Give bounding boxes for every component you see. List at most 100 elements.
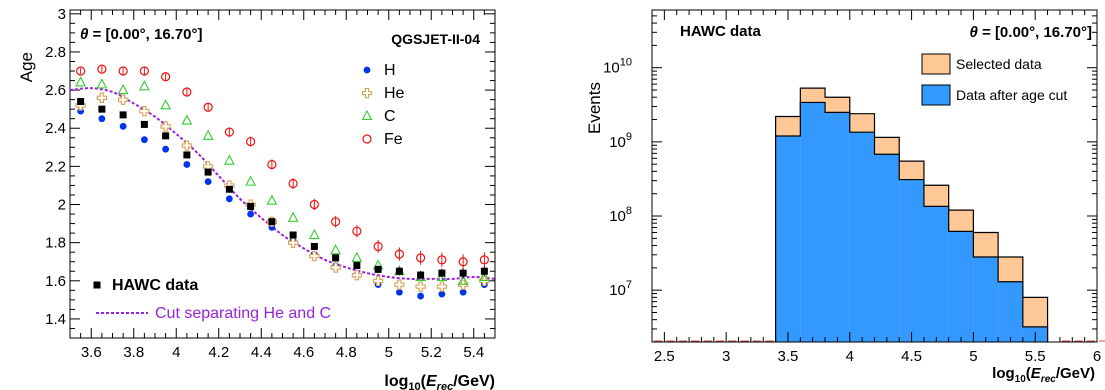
cut-curve — [69, 87, 496, 281]
data-point — [162, 145, 170, 153]
legend-label-c: C — [384, 108, 396, 125]
legend-swatch-1 — [921, 84, 951, 106]
data-point — [480, 267, 488, 275]
age-vs-energy-chart: 3.6 3.8 4 4.2 4.4 4.6 4.8 5 5.2 5.4 1.4 1.6 1.8 2 2.2 2… — [17, 6, 496, 390]
data-point — [96, 78, 108, 89]
legend-label-he: He — [384, 85, 405, 102]
events-histogram-chart: 2.5 3 3.5 4 4.5 5 5.5 6 107 108 109 1010 Events log… — [585, 9, 1105, 385]
x-tick-label: 4.4 — [251, 344, 272, 361]
data-point — [374, 265, 382, 273]
legend-label-fe: Fe — [384, 131, 403, 148]
data-point — [438, 269, 446, 277]
bar — [825, 112, 850, 343]
left-angle-annotation: θ = [0.00°, 16.70°] — [80, 26, 203, 43]
legend-label-hawc-data: HAWC data — [112, 277, 198, 294]
legend-marker-c — [361, 109, 373, 121]
data-point — [478, 270, 490, 282]
x-tick-label: 3 — [722, 348, 730, 365]
bar — [800, 102, 826, 342]
x-tick-label: 2.5 — [654, 348, 675, 365]
x-tick-label: 4.5 — [901, 348, 922, 365]
y-tick-label: 1.8 — [45, 235, 66, 252]
legend-marker-hawc-data — [93, 281, 101, 289]
right-y-axis-label: Events — [585, 82, 604, 134]
x-tick-label: 5 — [969, 348, 977, 365]
data-point — [267, 159, 277, 170]
data-point — [183, 151, 191, 159]
x-tick-label: 3.5 — [778, 348, 799, 365]
data-point — [287, 237, 299, 248]
left-data-points — [75, 64, 490, 300]
x-tick-label: 4.8 — [336, 344, 357, 361]
y-tick-label: 1.6 — [45, 273, 66, 290]
legend-marker-he — [361, 87, 373, 99]
data-point — [119, 122, 127, 130]
data-point — [140, 120, 148, 128]
data-point — [183, 161, 191, 168]
bar — [998, 281, 1023, 342]
data-point — [308, 228, 320, 240]
right-panel-title: HAWC data — [680, 23, 761, 40]
data-point — [204, 168, 212, 176]
y-tick-label: 109 — [609, 131, 632, 151]
data-point — [139, 66, 149, 76]
right-angle-annotation: θ = [0.00°, 16.70°] — [969, 24, 1092, 41]
series-h — [77, 107, 488, 300]
data-point — [268, 218, 276, 226]
y-tick-label: 2.2 — [45, 158, 66, 175]
legend-marker-h — [363, 66, 371, 74]
y-tick-label: 2.4 — [45, 120, 66, 137]
y-tick-label: 107 — [609, 279, 632, 299]
data-point — [287, 211, 299, 222]
x-tick-label: 4.2 — [208, 344, 229, 361]
left-y-axis-label: Age — [17, 52, 36, 82]
y-tick-label: 1.4 — [45, 311, 66, 328]
data-point — [117, 83, 129, 95]
x-tick-label: 5.5 — [1025, 348, 1046, 365]
x-tick-label: 4 — [846, 348, 854, 365]
y-tick-label: 2 — [58, 197, 66, 214]
data-point — [181, 140, 193, 151]
data-point — [224, 127, 234, 137]
y-tick-label: 108 — [609, 205, 632, 225]
right-axis-ticks: 2.5 3 3.5 4 4.5 5 5.5 6 107 108 109 1010 — [603, 9, 1101, 365]
x-tick-label: 3.8 — [123, 344, 144, 361]
legend-swatch-0 — [921, 53, 951, 75]
bars-data-after-age-cut — [775, 101, 1049, 343]
data-point — [438, 290, 446, 298]
data-point — [457, 274, 469, 285]
data-point — [225, 185, 233, 193]
bar — [948, 231, 974, 342]
bar-outline — [775, 87, 1049, 342]
data-point — [373, 241, 383, 252]
data-point — [458, 257, 468, 267]
left-legend: H He C Fe HAWC data Cut separating He and C — [93, 62, 405, 322]
data-point — [98, 105, 106, 113]
data-point — [138, 80, 150, 91]
model-label: QGSJET-II-04 — [391, 31, 480, 47]
right-legend: Selected data Data after age cut — [921, 53, 1067, 106]
data-point — [117, 94, 129, 105]
y-tick-label: 2.8 — [45, 44, 66, 61]
data-point — [288, 178, 298, 189]
data-point — [75, 76, 87, 87]
histogram-bars — [654, 87, 1105, 343]
data-point — [118, 66, 128, 76]
data-point — [395, 288, 403, 296]
bar — [973, 257, 999, 342]
data-point — [225, 195, 233, 203]
y-tick-label: 2.6 — [45, 82, 66, 99]
data-point — [160, 99, 172, 110]
data-point — [459, 288, 467, 296]
bar — [923, 206, 949, 342]
data-point — [394, 249, 404, 259]
data-point — [162, 132, 170, 140]
data-point — [394, 279, 405, 290]
right-x-axis-label: log10(Erec/GeV) — [992, 365, 1095, 385]
x-tick-label: 4.6 — [293, 344, 314, 361]
data-point — [351, 270, 363, 281]
data-point — [352, 226, 362, 236]
data-point — [247, 210, 255, 218]
left-x-axis-label: log10(Erec/GeV) — [384, 373, 495, 390]
